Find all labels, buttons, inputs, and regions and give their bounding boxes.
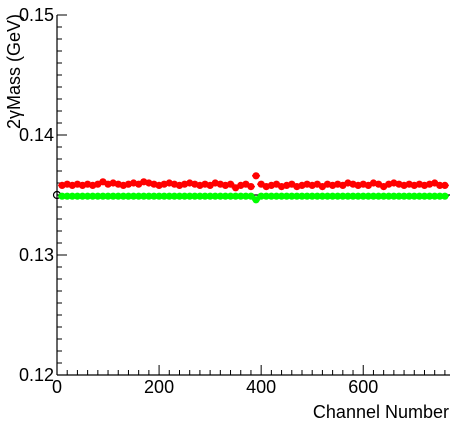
data-point [277,192,286,200]
data-point [237,192,245,200]
data-point [441,181,449,189]
data-point [216,192,224,200]
series-2 [58,192,449,204]
data-point [196,192,204,200]
data-point [395,192,403,200]
data-point [129,192,138,200]
data-point [150,192,158,200]
data-point [288,192,296,200]
data-point [385,192,393,200]
data-point [94,192,102,200]
data-point [257,192,265,200]
data-point [410,192,418,200]
data-point [58,192,66,200]
data-point [262,192,270,200]
data-point [226,180,235,188]
data-point [160,192,168,200]
data-point [135,192,143,200]
series-1 [58,172,449,192]
data-point [104,192,112,200]
data-point [221,192,230,200]
data-point [201,192,209,200]
data-point [364,192,372,200]
data-point [242,192,250,200]
axis-ticks [56,14,446,376]
data-point [405,192,413,200]
data-point [318,192,327,200]
y-tick-label: 0.14 [19,125,54,145]
data-point [73,192,82,200]
data-point [68,192,76,200]
data-point [298,192,306,200]
series-group [58,172,449,204]
data-point [78,192,87,200]
data-point [180,192,189,200]
data-point [211,192,219,200]
data-point [374,192,383,200]
data-point [313,192,321,200]
data-point [349,192,357,200]
data-point [114,192,122,200]
data-point [109,192,117,200]
data-point [170,192,178,200]
data-point [323,192,332,200]
data-point [400,192,408,200]
data-point [165,192,173,200]
data-point [390,192,398,200]
data-point [272,192,281,200]
data-point [436,181,444,189]
data-point [380,192,388,200]
x-axis-title: Channel Number [313,402,449,422]
data-point [247,192,255,200]
data-point [145,192,153,200]
data-point [303,192,311,200]
data-point [191,192,199,200]
data-point [354,192,362,200]
data-point [359,192,367,200]
x-tick-label: 200 [144,377,174,397]
data-point [344,192,352,200]
data-point [247,183,255,191]
data-point [206,192,214,200]
data-point [267,192,275,200]
data-point [425,192,434,200]
data-point [252,196,260,204]
data-point [308,192,316,200]
data-point [431,192,439,200]
data-point [175,192,184,200]
data-point [415,192,423,200]
data-point [329,192,337,200]
y-tick-label: 0.13 [19,245,54,265]
y-axis-title: 2γMass (GeV) [4,14,24,129]
tick-labels: 0 200 400 600 0.12 0.13 0.14 0.15 [19,5,378,397]
data-point [140,192,148,200]
data-point [155,192,163,200]
data-point [252,172,260,180]
data-point [283,192,291,200]
y-tick-label: 0.12 [19,365,54,385]
data-point [124,192,133,200]
data-point [232,192,240,200]
data-point [63,192,71,200]
data-point [226,192,235,200]
data-point [420,192,429,200]
x-tick-label: 0 [52,377,62,397]
x-tick-label: 400 [246,377,276,397]
data-point [339,192,347,200]
data-point [334,192,342,200]
data-point [369,192,378,200]
data-point [186,192,194,200]
x-tick-label: 600 [348,377,378,397]
data-point [293,192,301,200]
data-point [99,192,107,200]
data-point [89,192,97,200]
data-point [441,192,449,200]
data-point [119,192,127,200]
data-point [84,192,92,200]
y-tick-label: 0.15 [19,5,54,25]
data-point [436,192,444,200]
